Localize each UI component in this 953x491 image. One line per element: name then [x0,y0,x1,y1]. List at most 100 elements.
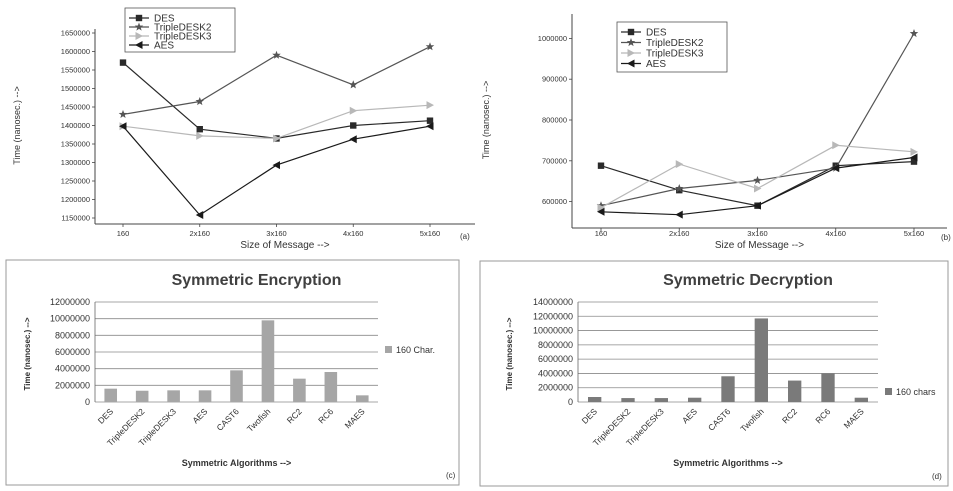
legend-marker [134,22,144,31]
y-tick-label: 8000000 [538,340,573,350]
x-tick-label: 4x160 [826,229,846,238]
bar-maes [355,395,369,402]
y-axis-label: Time (nanosec.) --> [481,81,491,159]
legend-label: AES [154,41,174,52]
x-tick-label: 2x160 [190,229,210,238]
data-point-tripledesk3 [426,101,434,110]
data-point-tripledesk2 [195,97,204,106]
y-tick-label: 12000000 [50,297,90,307]
legend-label: 160 Char. [396,345,435,355]
legend-label: TripleDESK2 [154,23,212,34]
y-tick-label: 800000 [542,116,567,125]
y-tick-label: 0 [568,397,573,407]
data-point-tripledesk3 [597,203,605,212]
y-tick-label: 900000 [542,75,567,84]
bar-des [588,397,602,402]
y-tick-label: 1600000 [61,47,90,56]
data-point-tripledesk2 [596,201,606,210]
bar-cast6 [230,370,243,402]
y-tick-label: 600000 [542,197,567,206]
bar-des [104,388,118,402]
y-tick-label: 4000000 [538,368,573,378]
bar-rc2 [788,380,802,402]
y-tick-label: 8000000 [55,330,90,340]
panel-label: (d) [932,472,942,481]
y-axis-label: Time (nanosec.) --> [505,317,514,390]
panel-label: (c) [446,471,456,480]
legend-label: DES [646,28,667,39]
y-tick-label: 6000000 [538,354,573,364]
y-tick-label: 1000000 [538,34,567,43]
y-tick-label: 1650000 [61,29,90,38]
bar-twofish [754,318,768,402]
legend-marker [135,14,143,22]
x-axis-label: Symmetric Algorithms --> [182,458,291,468]
legend-marker [627,28,635,36]
bar-tripledesk3 [654,398,668,402]
y-tick-label: 700000 [542,156,567,165]
data-point-tripledesk3 [754,184,762,193]
x-tick-label: 2x160 [669,229,689,238]
legend-swatch [385,346,392,353]
bar-cast6 [721,376,735,402]
data-point-des [196,126,203,133]
series-line-des [122,62,431,140]
y-tick-label: 1300000 [61,158,90,167]
bar-twofish [261,320,275,402]
data-point-aes [349,135,357,144]
y-axis-label: Time (nanosec.) --> [12,86,22,164]
y-tick-label: 6000000 [55,347,90,357]
data-point-tripledesk2 [272,50,281,59]
bar-maes [854,397,868,402]
y-tick-label: 12000000 [533,311,573,321]
bar-tripledesk2 [621,398,635,402]
x-axis-label: Symmetric Algorithms --> [673,458,782,468]
data-point-des [119,59,127,66]
y-tick-label: 2000000 [538,383,573,393]
bar-rc6 [821,373,835,402]
data-point-tripledesk3 [196,131,204,140]
legend-marker [135,32,143,40]
y-tick-label: 1200000 [61,195,90,204]
data-point-des [597,162,605,169]
data-point-des [350,122,357,129]
data-point-aes [195,211,204,220]
series-line-des [600,161,915,207]
chart-title: Symmetric Decryption [663,272,833,289]
bar-aes [688,397,702,402]
data-point-tripledesk2 [425,42,435,51]
legend-label: DES [154,14,175,25]
data-point-tripledesk3 [349,106,358,115]
x-tick-label: 3x160 [747,229,767,238]
bar-tripledesk2 [135,390,149,402]
y-tick-label: 10000000 [533,326,573,336]
data-point-tripledesk3 [832,141,840,150]
data-point-aes [426,122,434,131]
y-tick-label: 1250000 [61,177,90,186]
data-point-aes [272,161,280,170]
data-point-tripledesk2 [675,184,684,193]
y-tick-label: 1150000 [61,214,90,223]
y-tick-label: 1400000 [61,121,90,130]
legend-swatch [885,388,892,395]
data-point-tripledesk2 [753,175,762,184]
legend-marker [627,59,635,68]
legend-label: TripleDESK3 [154,32,212,43]
y-tick-label: 1350000 [61,140,90,149]
data-point-aes [675,210,683,219]
y-tick-label: 1550000 [61,66,90,75]
data-point-des [426,117,434,124]
data-point-aes [753,201,761,210]
y-tick-label: 10000000 [50,314,90,324]
y-tick-label: 1500000 [61,84,90,93]
legend-marker [135,41,143,49]
legend-marker [626,38,636,47]
y-tick-label: 1450000 [61,103,90,112]
data-point-tripledesk2 [349,80,358,89]
bar-tripledesk3 [167,390,180,402]
chart-title: Symmetric Encryption [172,272,342,289]
data-point-aes [597,207,605,216]
data-point-aes [119,122,127,131]
x-axis-label: Size of Message --> [715,240,804,251]
